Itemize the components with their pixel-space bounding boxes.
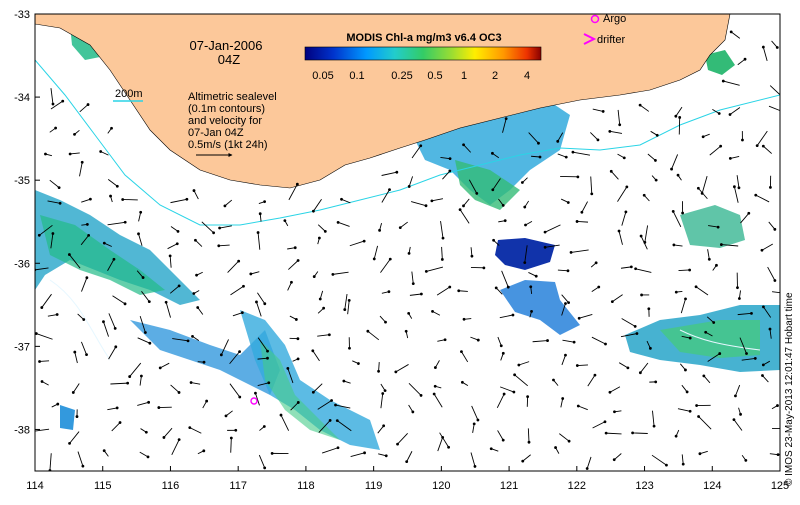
colorbar-tick-label: 0.1 <box>349 70 364 82</box>
altimetry-line: (0.1m contours) <box>188 103 265 115</box>
colorbar-tick-label: 4 <box>524 70 530 82</box>
lon-tick-label: 122 <box>568 480 586 492</box>
colorbar-tick-label: 2 <box>492 70 498 82</box>
lat-tick-label: -35 <box>14 175 30 187</box>
altimetry-line: 07-Jan 04Z <box>188 127 244 139</box>
argo-legend-label: Argo <box>603 13 626 25</box>
drifter-legend-label: drifter <box>597 34 625 46</box>
colorbar-tick-label: 0.25 <box>391 70 412 82</box>
lat-tick-label: -36 <box>14 258 30 270</box>
lat-tick-label: -33 <box>14 9 30 21</box>
altimetry-line: 0.5m/s (1kt 24h) <box>188 139 267 151</box>
colorbar-tick-label: 0.05 <box>312 70 333 82</box>
lat-tick-label: -37 <box>14 341 30 353</box>
credit-text: © IMOS 23-May-2013 12:01:47 Hobart time <box>784 292 795 486</box>
depth-legend-label: 200m <box>115 88 143 100</box>
hour-label: 04Z <box>218 52 240 67</box>
lon-tick-label: 119 <box>365 480 383 492</box>
lon-tick-label: 117 <box>229 480 247 492</box>
lon-tick-label: 123 <box>635 480 653 492</box>
lon-tick-label: 124 <box>703 480 721 492</box>
lon-tick-label: 114 <box>26 480 44 492</box>
date-label: 07-Jan-2006 <box>190 38 263 53</box>
colorbar-gradient <box>305 47 541 60</box>
lon-tick-label: 118 <box>297 480 315 492</box>
lat-tick-label: -38 <box>14 424 30 436</box>
depth-legend: 200m <box>113 88 143 101</box>
colorbar-tick-label: 0.5 <box>427 70 442 82</box>
lon-tick-label: 121 <box>500 480 518 492</box>
colorbar-tick-label: 1 <box>461 70 467 82</box>
altimetry-line: and velocity for <box>188 115 262 127</box>
colorbar-title: MODIS Chl-a mg/m3 v6.4 OC3 <box>346 32 501 44</box>
lon-tick-label: 115 <box>94 480 112 492</box>
lon-tick-label: 116 <box>162 480 180 492</box>
lat-tick-label: -34 <box>14 92 30 104</box>
lon-tick-label: 120 <box>432 480 450 492</box>
altimetry-line: Altimetric sealevel <box>188 91 277 103</box>
